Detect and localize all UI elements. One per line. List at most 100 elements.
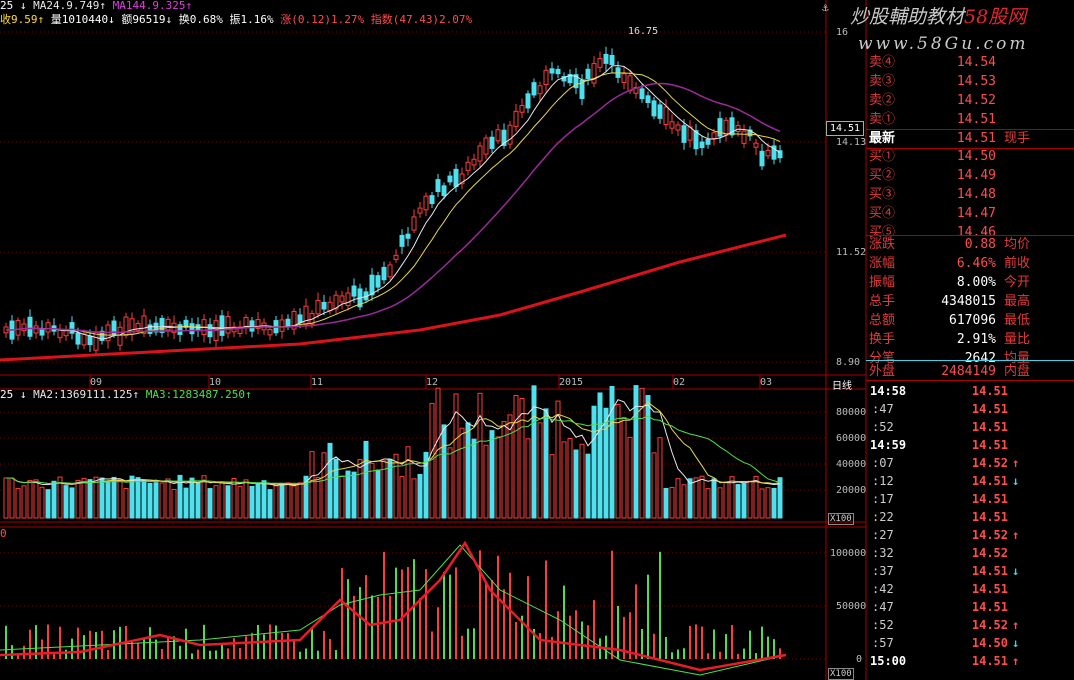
candle-body xyxy=(141,315,147,334)
sell-row-3[interactable]: 卖③ 14.53 xyxy=(869,74,996,89)
sell-row-4[interactable]: 卖④ 14.54 xyxy=(869,55,996,70)
buy-row-1[interactable]: 买① 14.50 xyxy=(869,149,996,164)
tick-time: :47 xyxy=(872,600,894,614)
volume-bar xyxy=(435,387,441,519)
tick-row[interactable]: :07 14.52 ↑ xyxy=(866,454,1074,472)
tick-price: 14.51 xyxy=(971,600,1008,614)
volume-bar xyxy=(87,479,93,519)
candle-body xyxy=(573,74,579,89)
candle-body xyxy=(531,82,537,96)
tick-row[interactable]: :42 14.51 xyxy=(866,580,1074,598)
candle-body xyxy=(579,79,585,100)
candle-body xyxy=(57,329,63,339)
indicator-line-slow xyxy=(0,544,787,676)
tick-row[interactable]: :57 14.50 ↓ xyxy=(866,634,1074,652)
candle-body xyxy=(477,145,483,162)
candle-body xyxy=(513,110,519,127)
tick-row[interactable]: 14:58 14.51 xyxy=(866,382,1074,400)
stat-row-volume: 总手 4348015 最高 xyxy=(869,294,1031,309)
candle-body xyxy=(675,124,681,131)
candle-body xyxy=(597,58,603,68)
volume-bar xyxy=(243,479,249,519)
candle-body xyxy=(705,138,711,145)
tick-row[interactable]: :52 14.52 ↑ xyxy=(866,616,1074,634)
volume-bar xyxy=(699,475,705,519)
volume-bar xyxy=(477,392,483,519)
header-segment: MA3:1283487.250↑ xyxy=(139,388,252,401)
candle-body xyxy=(663,106,669,126)
candle-body xyxy=(543,69,549,85)
volume-bar xyxy=(225,485,231,519)
volume-bar xyxy=(255,483,261,519)
candle-body xyxy=(699,141,705,149)
candle-body xyxy=(735,125,741,132)
candle-body xyxy=(279,319,285,332)
candle-body xyxy=(81,333,87,346)
tick-price: 14.51 xyxy=(971,510,1008,524)
volume-bar xyxy=(771,487,777,519)
volume-bar xyxy=(513,394,519,519)
tick-row[interactable]: :47 14.51 xyxy=(866,598,1074,616)
ma-line-short xyxy=(5,65,781,340)
volume-bar xyxy=(207,488,213,519)
tick-row[interactable]: :52 14.51 xyxy=(866,418,1074,436)
volume-bar xyxy=(777,477,783,519)
buy-row-3[interactable]: 买③ 14.48 xyxy=(869,187,996,202)
candle-body xyxy=(285,318,291,328)
tick-row[interactable]: :27 14.52 ↑ xyxy=(866,526,1074,544)
candle-body xyxy=(129,318,135,335)
volume-bar xyxy=(531,385,537,519)
price-tick: 14.13 xyxy=(836,137,867,148)
tick-row[interactable]: :37 14.51 ↓ xyxy=(866,562,1074,580)
volume-bar xyxy=(369,462,375,519)
volume-bar xyxy=(585,453,591,519)
x-axis-label: 09 xyxy=(90,377,103,388)
volume-bar xyxy=(423,451,429,519)
tick-row[interactable]: 15:00 14.51 ↑ xyxy=(866,652,1074,670)
x-axis-label: 02 xyxy=(673,377,686,388)
candle-body xyxy=(651,100,657,117)
volume-bar xyxy=(675,478,681,519)
header-segment: 指数(47.43)2.07% xyxy=(364,13,473,26)
candle-body xyxy=(723,119,729,136)
tick-row[interactable]: :47 14.51 xyxy=(866,400,1074,418)
candle-body xyxy=(339,295,345,303)
candle-body xyxy=(645,95,651,104)
candle-body xyxy=(447,175,453,183)
volume-bar xyxy=(687,478,693,519)
tick-row[interactable]: :12 14.51 ↓ xyxy=(866,472,1074,490)
buy-row-4[interactable]: 买④ 14.47 xyxy=(869,206,996,221)
candle-body xyxy=(711,132,717,139)
anchor-icon[interactable]: ⚓ xyxy=(822,1,829,14)
volume-bar xyxy=(471,438,477,519)
volume-bar xyxy=(159,482,165,519)
volume-bar xyxy=(603,407,609,519)
tick-time: 14:58 xyxy=(870,384,907,398)
tick-row[interactable]: :17 14.51 xyxy=(866,490,1074,508)
candle-body xyxy=(741,130,747,144)
sell-row-2[interactable]: 卖② 14.52 xyxy=(869,93,996,108)
volume-bar xyxy=(9,477,15,519)
sell-row-1[interactable]: 卖① 14.51 xyxy=(869,112,996,127)
candle-body xyxy=(429,195,435,205)
candle-body xyxy=(753,142,759,148)
tick-list[interactable]: 14:58 14.51:47 14.51:52 14.51 14:59 14.51:07 1… xyxy=(866,382,1074,680)
candle-body xyxy=(717,118,723,137)
header-segment: 25 ↓ xyxy=(0,388,27,401)
volume-bar xyxy=(639,387,645,519)
ma-line-144 xyxy=(0,233,787,362)
candle-body xyxy=(177,324,183,335)
indicator-tick: 50000 xyxy=(836,601,867,612)
tick-row[interactable]: 14:59 14.51 xyxy=(866,436,1074,454)
period-label[interactable]: 日线 xyxy=(832,381,852,392)
volume-bar xyxy=(543,408,549,519)
candle-body xyxy=(471,158,477,166)
volume-bar xyxy=(123,488,129,519)
tick-row[interactable]: :32 14.52 xyxy=(866,544,1074,562)
buy-row-2[interactable]: 买② 14.49 xyxy=(869,168,996,183)
volume-bar xyxy=(261,480,267,519)
ma-line-24 xyxy=(5,82,781,334)
tick-row[interactable]: :22 14.51 xyxy=(866,508,1074,526)
buy-row-5[interactable]: 买⑤ 14.46 xyxy=(869,225,996,240)
